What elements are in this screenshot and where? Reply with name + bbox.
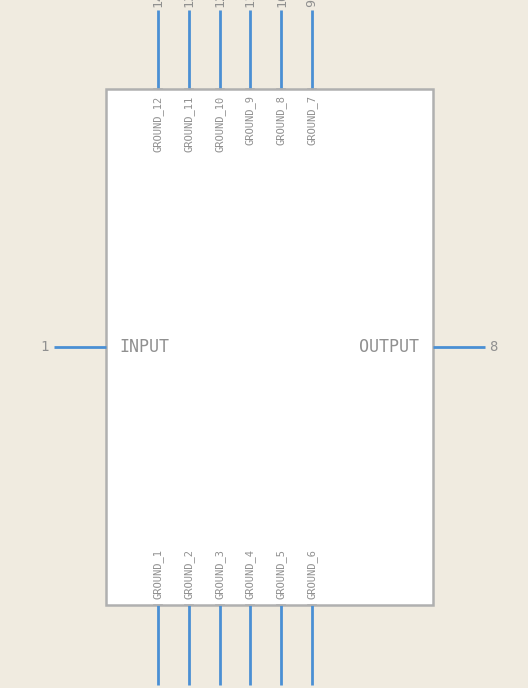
Text: GROUND_5: GROUND_5: [276, 550, 287, 599]
Text: GROUND_8: GROUND_8: [276, 96, 287, 145]
Text: 11: 11: [244, 0, 257, 8]
Text: 14: 14: [152, 0, 165, 8]
Text: GROUND_10: GROUND_10: [214, 96, 225, 151]
Text: GROUND_4: GROUND_4: [245, 550, 256, 599]
Text: GROUND_11: GROUND_11: [184, 96, 194, 151]
Text: 9: 9: [306, 0, 318, 8]
Text: 12: 12: [213, 0, 226, 8]
Text: GROUND_7: GROUND_7: [307, 96, 317, 145]
Text: GROUND_3: GROUND_3: [214, 550, 225, 599]
Text: OUTPUT: OUTPUT: [359, 338, 419, 356]
Text: 10: 10: [275, 0, 288, 8]
Text: GROUND_12: GROUND_12: [153, 96, 164, 151]
Text: 8: 8: [489, 341, 498, 354]
Text: GROUND_1: GROUND_1: [153, 550, 164, 599]
Bar: [106, 89, 433, 605]
Text: GROUND_6: GROUND_6: [307, 550, 317, 599]
Text: INPUT: INPUT: [120, 338, 169, 356]
Text: 1: 1: [41, 341, 49, 354]
Text: 13: 13: [183, 0, 195, 8]
Text: GROUND_2: GROUND_2: [184, 550, 194, 599]
Text: GROUND_9: GROUND_9: [245, 96, 256, 145]
